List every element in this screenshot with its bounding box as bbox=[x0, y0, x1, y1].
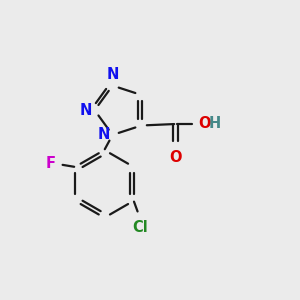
Text: O: O bbox=[198, 116, 211, 131]
Text: N: N bbox=[106, 67, 119, 82]
Text: F: F bbox=[46, 157, 56, 172]
Text: H: H bbox=[209, 116, 221, 131]
Text: N: N bbox=[97, 128, 110, 142]
Text: O: O bbox=[169, 150, 182, 165]
Text: Cl: Cl bbox=[132, 220, 148, 235]
Text: N: N bbox=[79, 103, 92, 118]
